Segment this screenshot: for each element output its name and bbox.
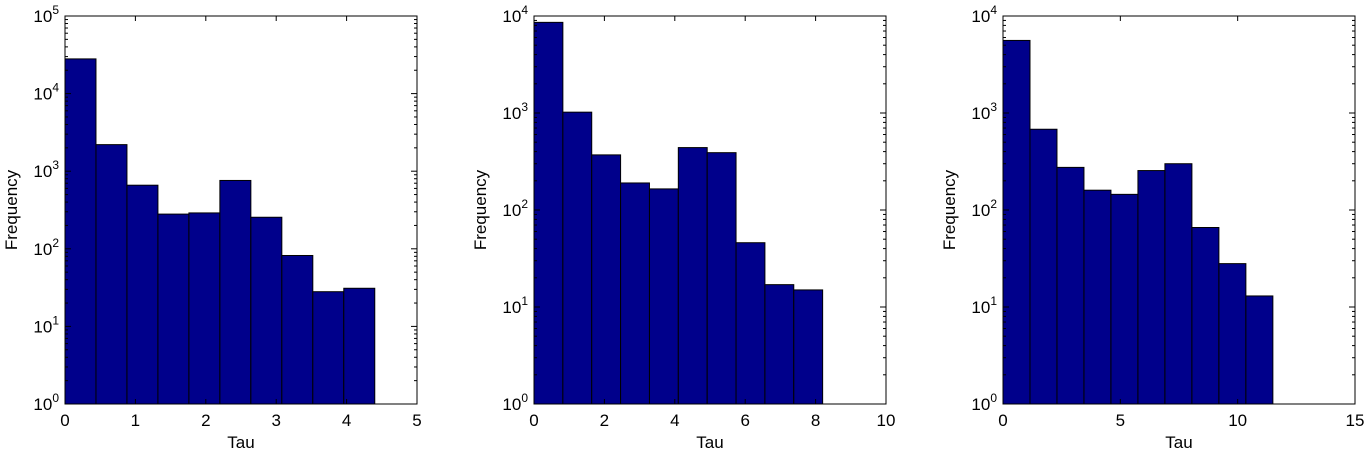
y-tick-label: 103 [33,158,59,181]
y-tick-label: 102 [971,197,997,220]
histogram-bar [157,213,190,405]
x-axis-label: Tau [1165,433,1192,452]
histogram-bar [1029,128,1058,405]
histogram-bar [1164,163,1193,405]
histogram-panel-1: 0 1 2 3 4 5 100 101 102 103 104 105 Tau Frequency [2,3,422,452]
x-axis-label: Tau [227,433,254,452]
histogram-bar [562,111,593,405]
y-tick-label: 104 [971,3,997,26]
y-tick-label: 102 [33,236,59,259]
histogram-panel-2: 0 2 4 6 8 10 100 101 102 103 104 Tau Frequency [471,3,895,452]
histogram-bar [1218,263,1247,405]
x-tick-label: 0 [998,411,1007,430]
x-tick-label: 1 [131,411,140,430]
histogram-bar [219,179,252,405]
x-tick-label: 4 [342,411,351,430]
y-tick-label: 101 [971,294,997,317]
histogram-bar [64,58,97,405]
histogram-bar [188,212,221,405]
histogram-bar [793,289,824,405]
histogram-bar [1191,227,1220,405]
x-tick-label: 0 [60,411,69,430]
y-tick-label: 101 [502,294,528,317]
y-tick-label: 104 [502,3,528,26]
y-tick-label: 100 [33,391,59,414]
histogram-bar [764,284,795,405]
y-tick-label: 105 [33,3,59,26]
y-tick-label: 100 [971,391,997,414]
x-tick-label: 4 [670,411,679,430]
histogram-bar [620,182,650,405]
x-tick-label: 8 [811,411,820,430]
histogram-bar [312,291,345,405]
x-tick-label: 2 [600,411,609,430]
histogram-bar [95,144,128,405]
y-axis-label: Frequency [471,169,490,250]
x-tick-label: 6 [740,411,749,430]
y-tick-label: 103 [971,100,997,123]
histogram-bar [1245,295,1274,405]
y-tick-label: 100 [502,391,528,414]
histogram-bar [533,21,564,405]
histogram-bar [706,152,737,405]
x-tick-label: 10 [877,411,896,430]
y-tick-label: 101 [33,313,59,336]
histogram-bar [1110,193,1139,405]
y-tick-label: 103 [502,100,528,123]
y-axis-label: Frequency [2,169,21,250]
histogram-bar [281,254,314,405]
x-tick-label: 0 [529,411,538,430]
histogram-bar [1137,170,1166,405]
histogram-bar [343,287,376,405]
y-tick-label: 104 [33,81,59,104]
x-tick-label: 2 [201,411,210,430]
histogram-bar [591,154,622,405]
histogram-bar [250,216,283,405]
y-axis-label: Frequency [940,169,959,250]
histogram-bar [648,188,679,405]
histogram-bar [1083,189,1112,405]
x-tick-label: 5 [412,411,421,430]
x-tick-label: 10 [1228,411,1247,430]
histogram-bar [1002,39,1031,405]
x-axis-label: Tau [696,433,723,452]
histogram-bar [1056,166,1085,405]
histogram-bar [735,242,766,405]
x-tick-label: 3 [271,411,280,430]
histogram-bar [126,184,159,405]
histogram-bar [677,147,708,405]
x-tick-label: 5 [1116,411,1125,430]
axes-box [64,15,418,405]
y-tick-label: 102 [502,197,528,220]
histogram-panel-3: 0 5 10 15 100 101 102 103 104 Tau Frequency [940,3,1364,452]
x-tick-label: 15 [1346,411,1365,430]
